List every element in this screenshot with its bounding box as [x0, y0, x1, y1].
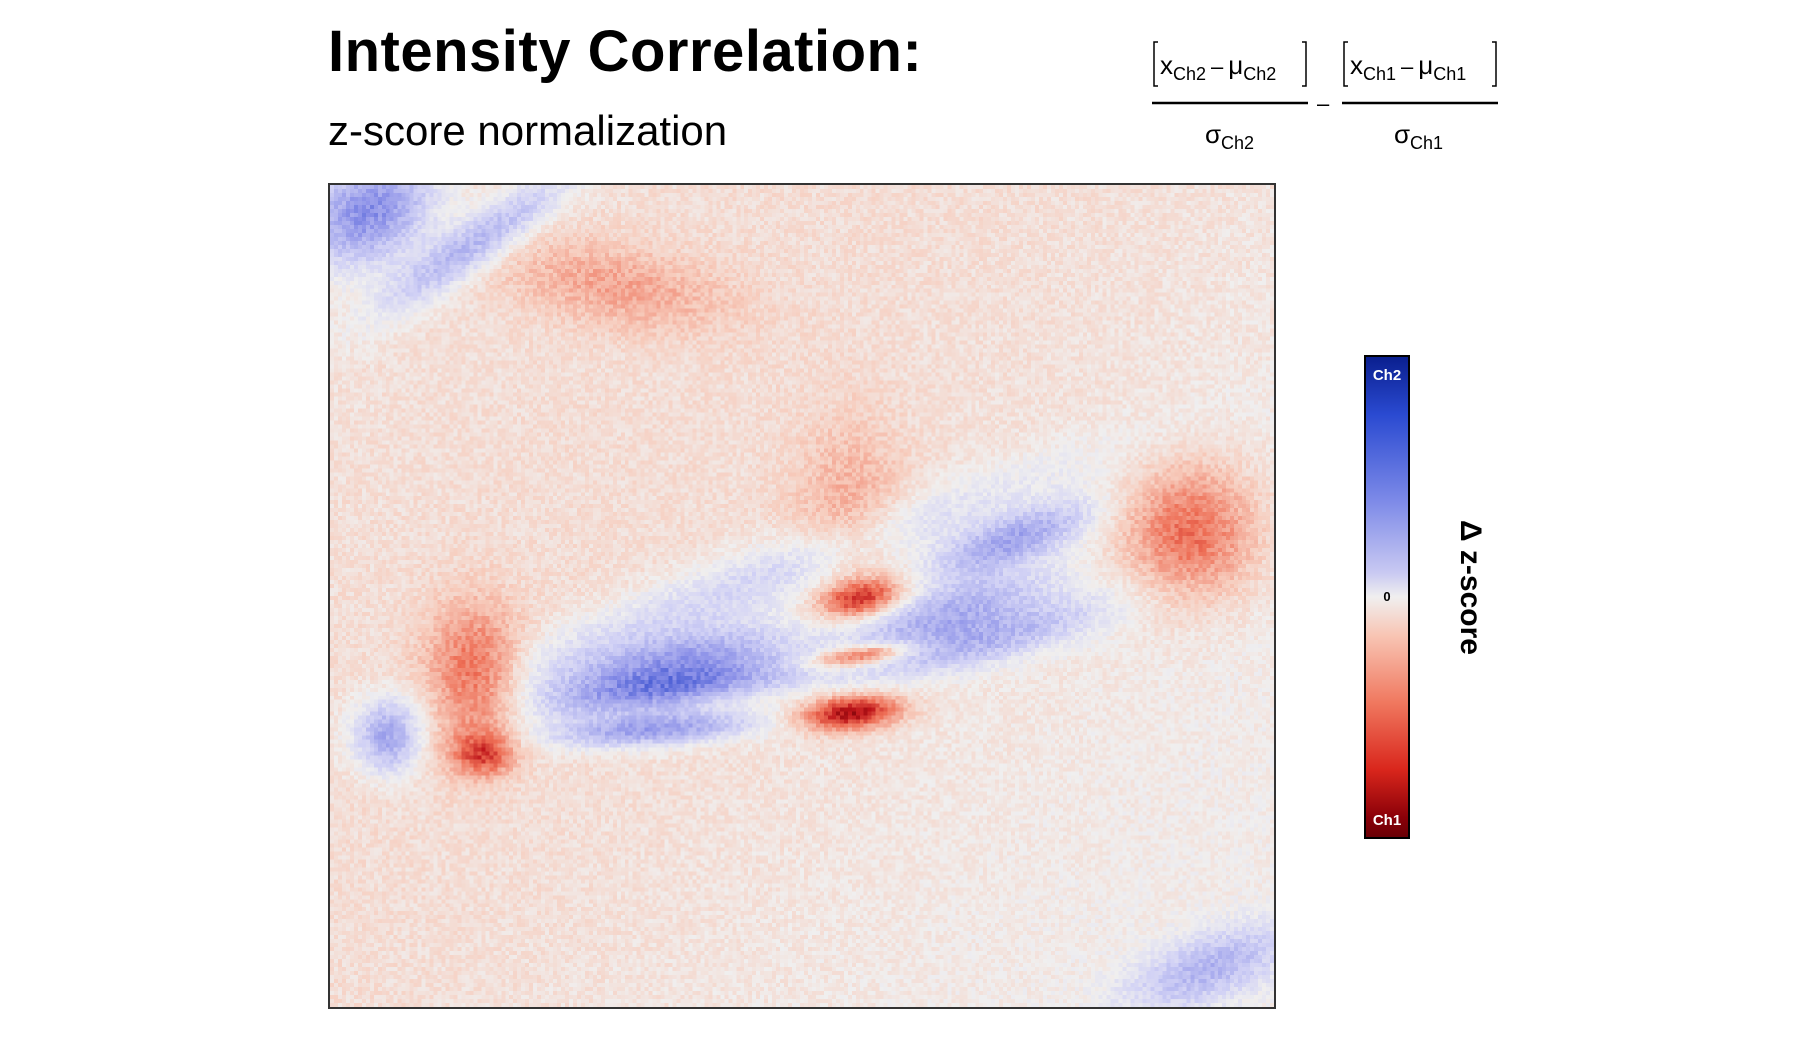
colorbar: Ch2 0 Ch1 — [1364, 355, 1410, 839]
colorbar-bottom-label: Ch1 — [1372, 812, 1402, 829]
right-x: x — [1350, 50, 1363, 80]
right-mu: μ — [1418, 50, 1433, 80]
formula-operator: – — [1317, 91, 1330, 116]
right-fraction: xCh1– μCh1 σCh1 — [1342, 41, 1498, 153]
left-mu-sub: Ch2 — [1243, 64, 1276, 84]
left-sigma-sub: Ch2 — [1221, 133, 1254, 153]
chart-subtitle: z-score normalization — [328, 107, 728, 154]
left-x: x — [1160, 50, 1173, 80]
heatmap-canvas — [330, 185, 1274, 1007]
chart-title: Intensity Correlation: — [328, 19, 923, 84]
right-minus: – — [1401, 54, 1414, 79]
right-mu-sub: Ch1 — [1433, 64, 1466, 84]
right-sigma-sub: Ch1 — [1410, 133, 1443, 153]
svg-text:σCh2: σCh2 — [1205, 119, 1254, 153]
colorbar-axis-label: Δ z-score — [1454, 520, 1487, 655]
left-x-sub: Ch2 — [1173, 64, 1206, 84]
left-mu: μ — [1228, 50, 1243, 80]
right-x-sub: Ch1 — [1363, 64, 1396, 84]
heatmap-plot — [328, 183, 1276, 1009]
right-sigma: σ — [1394, 119, 1410, 149]
svg-text:xCh1–μCh1: xCh1– μCh1 — [1350, 50, 1466, 84]
svg-text:σCh1: σCh1 — [1394, 119, 1443, 153]
left-minus: – — [1211, 54, 1224, 79]
svg-text:xCh2–μCh2: xCh2– μCh2 — [1160, 50, 1276, 84]
colorbar-zero-label: 0 — [1383, 589, 1391, 604]
left-fraction: xCh2– μCh2 σCh2 — [1152, 41, 1308, 153]
colorbar-top-label: Ch2 — [1372, 367, 1402, 384]
left-sigma: σ — [1205, 119, 1221, 149]
z-score-formula: xCh2– μCh2 σCh2 – xCh1– μCh1 σCh1 — [1150, 30, 1510, 165]
